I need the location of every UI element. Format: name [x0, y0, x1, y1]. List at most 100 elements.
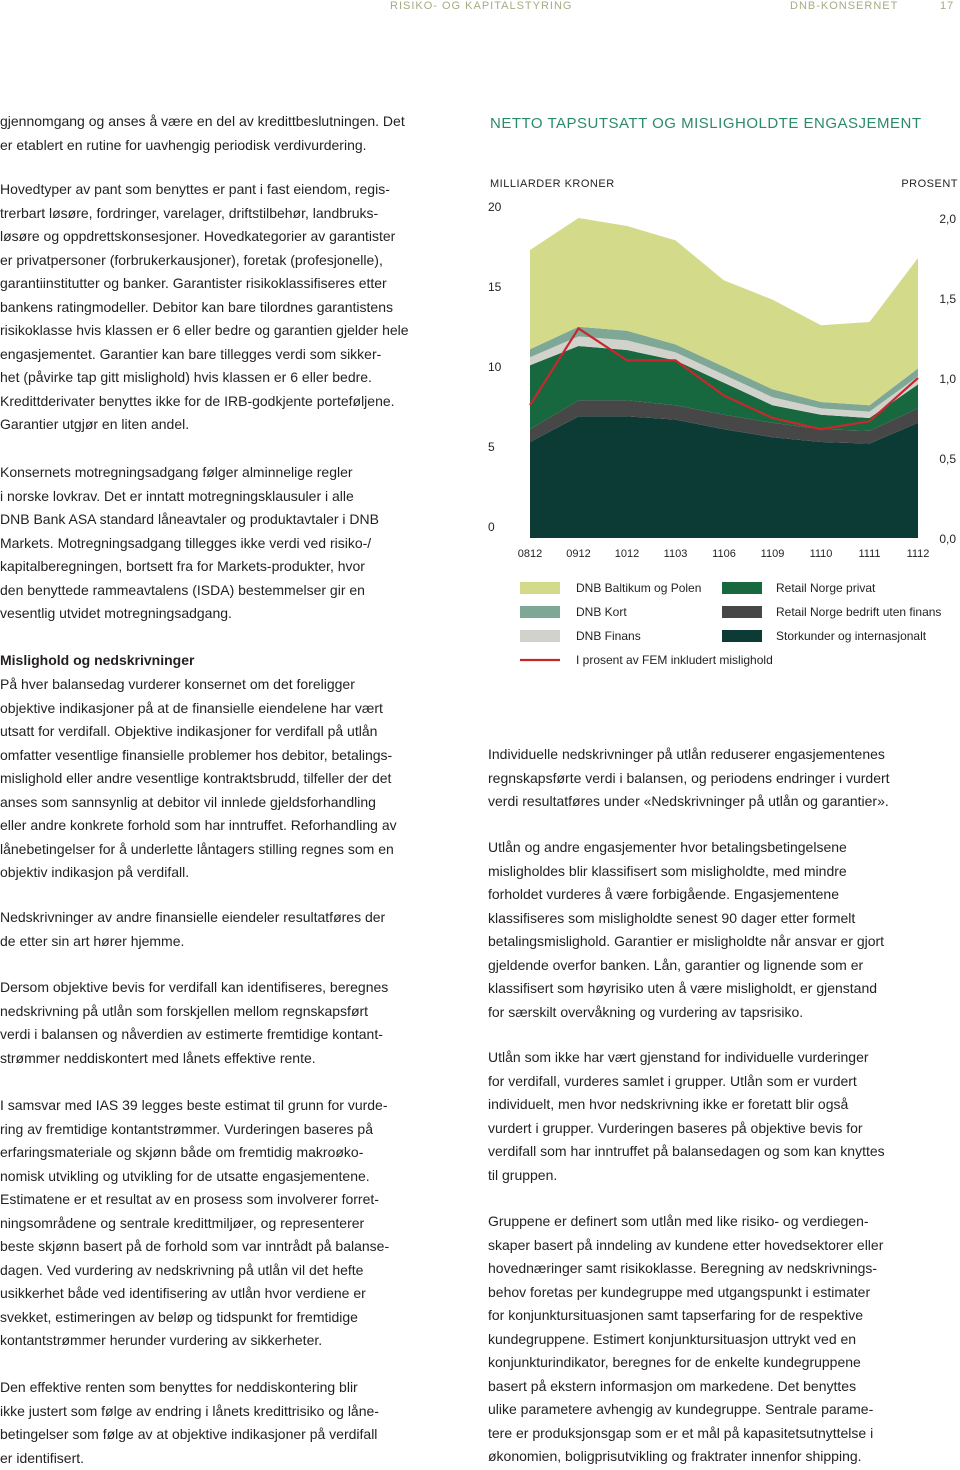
text-line: vesentlig utvidet motregningsadgang.: [0, 605, 232, 621]
text-line: betingelser som følge av at objektive in…: [0, 1426, 378, 1442]
legend-swatch: [722, 630, 762, 642]
text-line: omfatter vesentlige finansielle probleme…: [0, 746, 393, 763]
y-tick-label: 0: [488, 520, 495, 534]
text-line: Garantier utgjør en liten andel.: [0, 416, 190, 432]
text-line: kundegruppene. Estimert konjunktursituas…: [488, 1330, 857, 1347]
legend-label: DNB Finans: [576, 629, 641, 643]
y-axis-label: MILLIARDER KRONER: [490, 178, 615, 190]
y2-tick-label: 0,0: [939, 532, 956, 546]
text-line: het (påvirke tap gitt mislighold) hvis k…: [0, 369, 372, 385]
paragraph: Hovedtyper av pant som benyttes er pant …: [0, 178, 470, 437]
text-line: Hovedtyper av pant som benyttes er pant …: [0, 181, 390, 197]
text-line: erfaringsmateriale og skjønn både om fre…: [0, 1144, 364, 1160]
text-line: mislighold eller andre vesentlige kontra…: [0, 770, 392, 786]
y-tick-label: 20: [488, 200, 502, 214]
paragraph: Utlån som ikke har vært gjenstand for in…: [488, 1046, 958, 1187]
text-line: Kredittderivater benyttes ikke for de IR…: [0, 392, 395, 409]
text-line: klassifiseres som misligholdte senest 90…: [488, 909, 856, 926]
text-line: svekket, estimeringen av beløp og tidspu…: [0, 1308, 358, 1325]
x-tick-label: 0912: [566, 548, 590, 560]
text-line: Nedskrivninger av andre finansielle eien…: [0, 909, 386, 925]
paragraph: Gruppene er definert som utlån med like …: [488, 1210, 958, 1469]
text-line: Estimatene er et resultat av en prosess …: [0, 1191, 379, 1207]
y2-tick-label: 1,0: [939, 372, 956, 386]
y2-axis-label: PROSENT: [901, 178, 958, 190]
text-line: nedskrivning på utlån som forskjellen me…: [0, 1002, 369, 1019]
text-line: basert på ekstern informasjon om markede…: [488, 1377, 857, 1394]
paragraph: Konsernets motregningsadgang følger almi…: [0, 461, 470, 626]
text-line: kapitalberegningen, bortsett fra for Mar…: [0, 558, 365, 574]
section-heading: Mislighold og nedskrivninger: [0, 652, 195, 668]
legend-label: Retail Norge bedrift uten finans: [776, 605, 941, 619]
text-line: verdifall som har inntruffet på balansed…: [488, 1143, 885, 1159]
text-line: tere er produksjonsgap som er et mål på …: [488, 1424, 874, 1441]
chart: NETTO TAPSUTSATT OG MISLIGHOLDTE ENGASJE…: [488, 115, 958, 667]
text-line: ikke justert som følge av endring i låne…: [0, 1402, 379, 1419]
text-line: I samsvar med IAS 39 legges beste estima…: [0, 1097, 388, 1113]
area-band: [530, 400, 918, 444]
text-line: betalingsmislighold. Garantier er mislig…: [488, 933, 885, 949]
text-line: ningsområdene og sentrale kredittmiljøer…: [0, 1214, 365, 1231]
y2-tick-label: 0,5: [939, 452, 956, 466]
company-name: DNB-KONSERNET: [790, 0, 899, 12]
legend-label: DNB Kort: [576, 605, 627, 619]
legend-swatch: [520, 630, 560, 642]
text-line: DNB Bank ASA standard låneavtaler og pro…: [0, 511, 379, 527]
text-line: trerbart løsøre, fordringer, varelager, …: [0, 204, 379, 221]
text-line: Utlån og andre engasjementer hvor betali…: [488, 839, 847, 855]
x-tick-label: 1106: [712, 548, 736, 560]
x-tick-label: 1110: [810, 548, 833, 560]
paragraph: Utlån og andre engasjementer hvor betali…: [488, 836, 958, 1024]
text-line: anses som sannsynlig at debitor vil innl…: [0, 793, 376, 810]
text-line: bankens ratingmodeller. Debitor kan bare…: [0, 298, 394, 315]
text-line: lånebetingelser for å underlette låntage…: [0, 840, 394, 857]
area-band: [530, 416, 918, 538]
text-line: beste skjønn basert på de forhold som va…: [0, 1238, 390, 1254]
text-line: for verdifall, vurderes samlet i grupper…: [488, 1072, 857, 1089]
text-line: er privatpersoner (forbrukerkausjoner), …: [0, 251, 383, 268]
legend-swatch: [722, 606, 762, 618]
paragraph: Individuelle nedskrivninger på utlån red…: [488, 743, 958, 814]
text-line: Den effektive renten som benyttes for ne…: [0, 1379, 358, 1395]
text-line: til gruppen.: [488, 1166, 558, 1183]
text-line: objektive indikasjoner på at de finansie…: [0, 699, 383, 716]
legend-swatch: [520, 582, 560, 594]
text-line: gjennomgang og anses å være en del av kr…: [0, 113, 405, 129]
text-line: dagen. Ved vurdering av nedskrivning på …: [0, 1261, 364, 1278]
text-line: regnskapsførte verdi i balansen, og peri…: [488, 769, 890, 786]
text-line: ring av fremtidige kontantstrømmer. Vurd…: [0, 1120, 373, 1137]
y-tick-label: 5: [488, 440, 495, 454]
text-line: den benyttede rammeavtalens (ISDA) beste…: [0, 581, 365, 598]
text-line: er etablert en rutine for uavhengig peri…: [0, 136, 367, 153]
y2-tick-label: 2,0: [939, 212, 956, 226]
paragraph: gjennomgang og anses å være en del av kr…: [0, 110, 470, 157]
text-line: eller andre konkrete forhold som har inn…: [0, 817, 397, 833]
paragraph: På hver balansedag vurderer konsernet om…: [0, 673, 470, 885]
text-line: ulike parametere avhengig av kundegruppe…: [488, 1401, 874, 1417]
text-line: risikoklasse hvis klassen er 6 eller bed…: [0, 322, 409, 338]
paragraph: Den effektive renten som benyttes for ne…: [0, 1376, 470, 1470]
text-line: individuelt, men hvor nedskrivning ikke …: [488, 1096, 849, 1112]
y-tick-label: 15: [488, 280, 502, 294]
area-band: [530, 336, 918, 418]
line-series: [529, 326, 919, 431]
text-line: konjunkturindikator, beregnes for de enk…: [488, 1354, 861, 1370]
text-line: strømmer neddiskontert med lånets effekt…: [0, 1049, 316, 1066]
text-line: behov foretas per kundegruppe med utgang…: [488, 1283, 871, 1300]
y2-tick-label: 1,5: [939, 292, 956, 306]
text-line: utsatt for verdifall. Objektive indikasj…: [0, 723, 378, 739]
area-band: [530, 218, 918, 406]
text-line: forholdet vurderes å være forbigående. E…: [488, 886, 839, 902]
legend-label: DNB Baltikum og Polen: [576, 581, 701, 595]
text-line: Konsernets motregningsadgang følger almi…: [0, 464, 353, 480]
text-line: økonomien, boligprisutvikling og fraktra…: [488, 1448, 862, 1464]
paragraph: I samsvar med IAS 39 legges beste estima…: [0, 1094, 470, 1353]
legend-label: I prosent av FEM inkludert mislighold: [576, 653, 773, 667]
x-tick-label: 1109: [761, 548, 785, 560]
text-line: objektiv indikasjon på verdifall.: [0, 864, 190, 880]
text-line: Gruppene er definert som utlån med like …: [488, 1213, 869, 1229]
x-tick-label: 1112: [907, 548, 930, 560]
y-tick-label: 10: [488, 360, 502, 374]
text-line: gjeldende overfor banken. Lån, garantier…: [488, 956, 864, 973]
